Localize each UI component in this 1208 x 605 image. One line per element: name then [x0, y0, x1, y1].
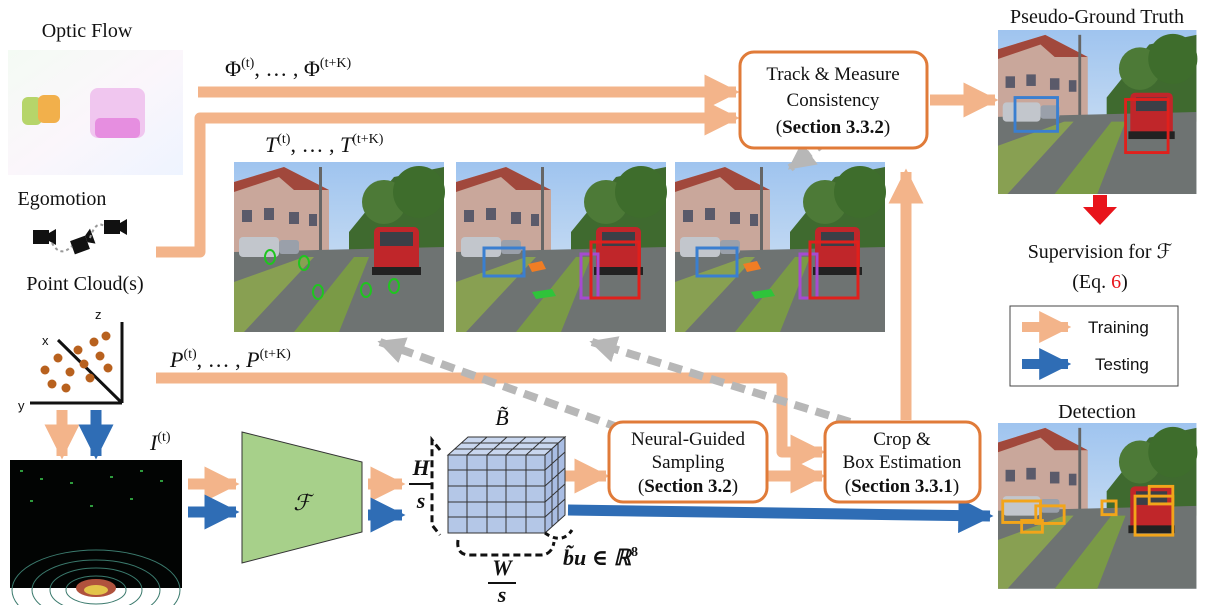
supervision-label-line1: Supervision for ℱ [1028, 241, 1173, 263]
detection-label: Detection [1058, 401, 1136, 423]
supervision-label-line2: (Eq. 6) [1072, 271, 1128, 293]
egomotion-label: Egomotion [18, 188, 107, 210]
sequence-image-1 [234, 162, 445, 332]
crop-box-line2: Box Estimation [843, 452, 962, 473]
crop-box-estimation-box: Crop & Box Estimation (Section 3.3.1) [823, 420, 982, 504]
detection-image [998, 423, 1198, 589]
w-denominator: s [497, 582, 507, 605]
sampling-box-line1: Neural-Guided [631, 429, 745, 450]
pseudo-gt-image [998, 30, 1198, 195]
model-f-symbol: ℱ [293, 490, 314, 515]
crop-box-line1: Crop & [873, 429, 931, 450]
lidar-depth-image [10, 460, 182, 605]
w-over-s-fraction: W s [488, 555, 516, 605]
axis-y-label: y [18, 398, 25, 413]
crop-box-section: (Section 3.3.1) [845, 476, 960, 497]
point-cloud-axes-icon: y z x [18, 307, 124, 413]
w-numerator: W [492, 555, 513, 580]
testing-arrows [78, 410, 994, 534]
legend: Training Testing [1009, 305, 1179, 387]
pointcloud-sequence-label: P(t), … , P(t+K) [169, 347, 291, 372]
bu-label: b̃u ∈ ℝ8 [563, 545, 638, 570]
s-denominator: s [416, 488, 426, 513]
h-numerator: H [411, 455, 430, 480]
egomotion-sequence-label: T(t), … , T(t+K) [265, 132, 384, 157]
b-tilde-label: B̃ [495, 405, 508, 430]
image-input-label: I(t) [149, 430, 171, 455]
track-box-section: (Section 3.3.2) [776, 117, 891, 138]
sequence-image-3 [675, 162, 886, 332]
track-box-line1: Track & Measure [766, 64, 899, 85]
point-clouds-label: Point Cloud(s) [26, 273, 143, 295]
camera-icon [33, 219, 127, 255]
model-f: ℱ [241, 431, 363, 564]
tensor-cube [430, 435, 574, 557]
sampling-box-section: (Section 3.2) [638, 476, 738, 497]
track-box-line2: Consistency [787, 90, 880, 111]
track-consistency-box: Track & Measure Consistency (Section 3.3… [738, 50, 929, 150]
pseudo-gt-label: Pseudo-Ground Truth [1010, 6, 1184, 28]
supervision-arrow [1083, 195, 1117, 225]
neural-guided-sampling-box: Neural-Guided Sampling (Section 3.2) [607, 420, 769, 504]
legend-testing-label: Testing [1095, 355, 1149, 374]
h-over-s-fraction: H s [409, 455, 433, 513]
axis-z-label: z [95, 307, 102, 322]
sequence-image-2 [456, 162, 667, 332]
optic-flow-image [8, 50, 183, 175]
legend-training-label: Training [1088, 318, 1149, 337]
sampling-box-line2: Sampling [652, 452, 725, 473]
axis-x-label: x [42, 333, 49, 348]
flow-sequence-label: Φ(t), … , Φ(t+K) [225, 56, 351, 81]
optic-flow-label: Optic Flow [42, 20, 133, 42]
